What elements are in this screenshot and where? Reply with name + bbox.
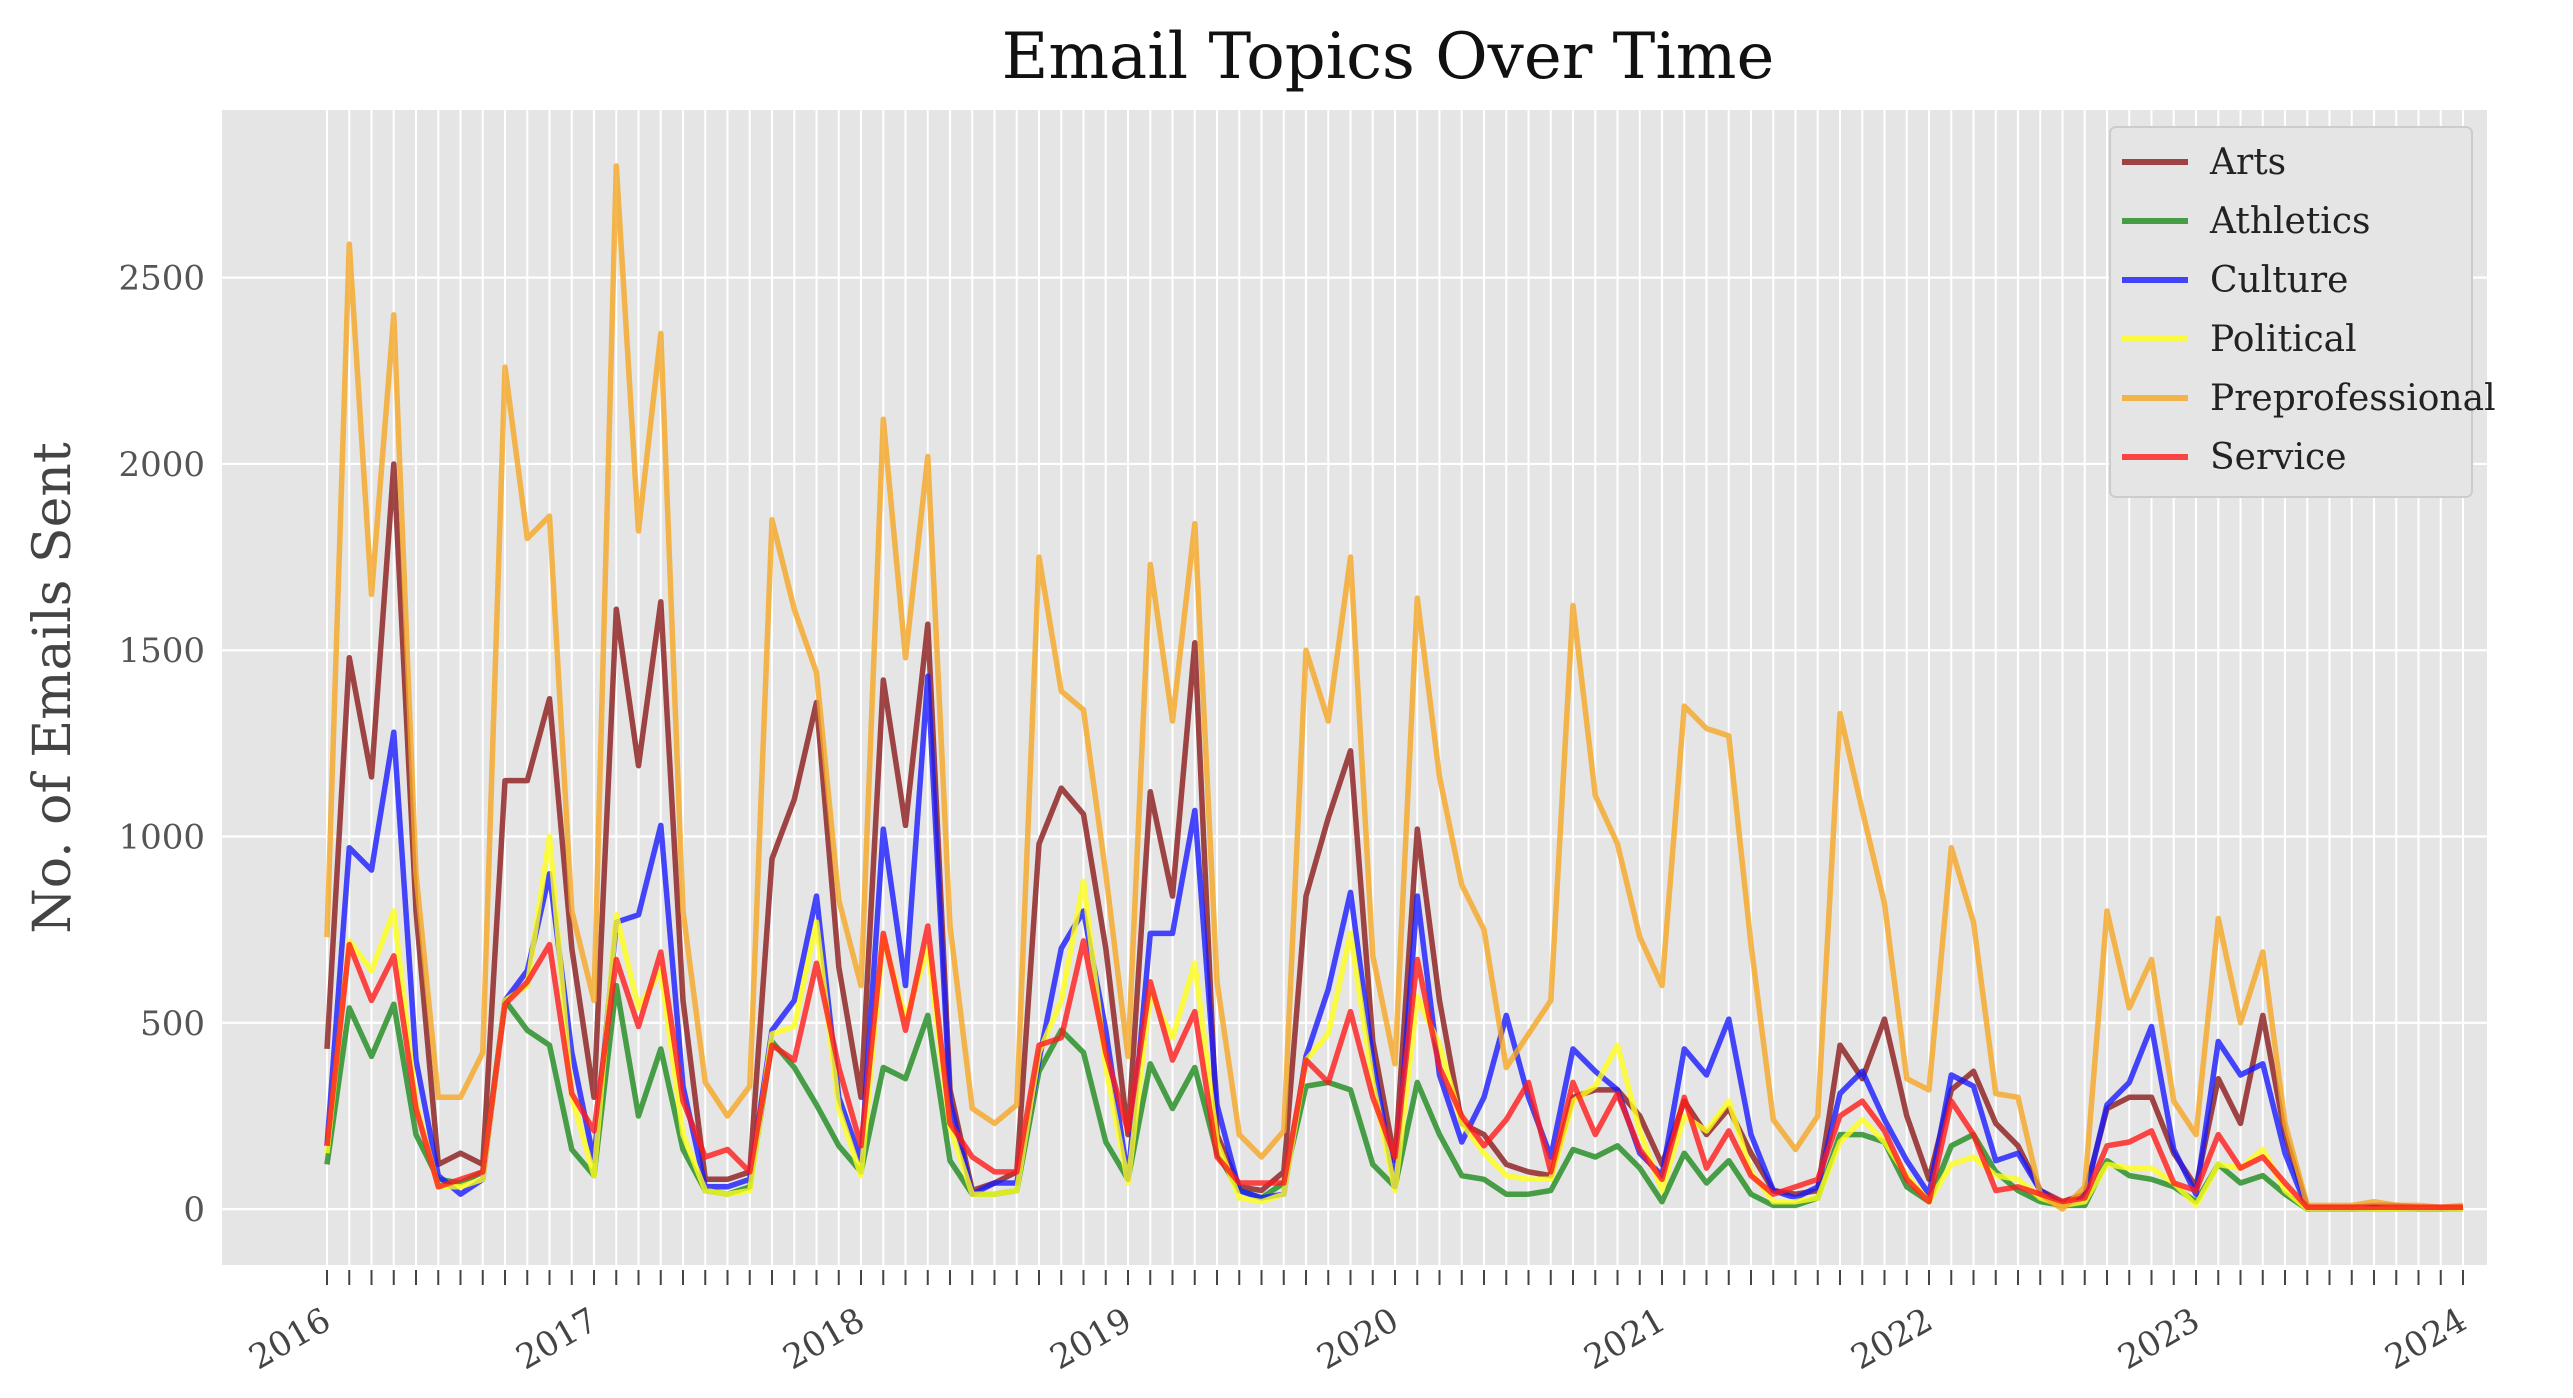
y-tick-label: 1000 xyxy=(118,818,205,858)
legend: Arts Athletics Culture Political Preprofessi… xyxy=(2109,126,2496,498)
series-line-preprofessional xyxy=(324,163,2464,1212)
legend-label: Preprofessional xyxy=(2210,378,2496,419)
x-tick-label: 2020 xyxy=(1311,1300,1406,1378)
series-line-service xyxy=(324,923,2463,1211)
y-tick-label: 0 xyxy=(183,1190,205,1230)
x-tick-label: 2019 xyxy=(1044,1300,1139,1378)
series-lines xyxy=(324,163,2464,1212)
y-tick-label: 1500 xyxy=(118,631,205,671)
legend-label: Political xyxy=(2210,319,2357,360)
x-tick-label: 2024 xyxy=(2379,1300,2474,1378)
y-tick-label: 2500 xyxy=(118,259,205,299)
x-tick-label: 2021 xyxy=(1578,1300,1673,1378)
legend-box xyxy=(2109,126,2473,498)
legend-label: Culture xyxy=(2210,260,2348,301)
x-tick-label: 2017 xyxy=(510,1300,605,1378)
x-tick-label: 2018 xyxy=(777,1300,872,1378)
legend-label: Service xyxy=(2210,437,2347,478)
y-tick-label: 500 xyxy=(140,1004,205,1044)
y-axis-label: No. of Emails Sent xyxy=(23,442,83,934)
chart-title: Email Topics Over Time xyxy=(1002,20,1775,94)
series-line-political xyxy=(324,833,2463,1212)
y-tick-label: 2000 xyxy=(118,445,205,485)
legend-label: Arts xyxy=(2209,142,2286,183)
x-tick-label: 2016 xyxy=(243,1300,338,1378)
x-tick-label: 2022 xyxy=(1845,1300,1940,1378)
x-tick-label: 2023 xyxy=(2112,1300,2207,1378)
legend-label: Athletics xyxy=(2209,201,2370,242)
